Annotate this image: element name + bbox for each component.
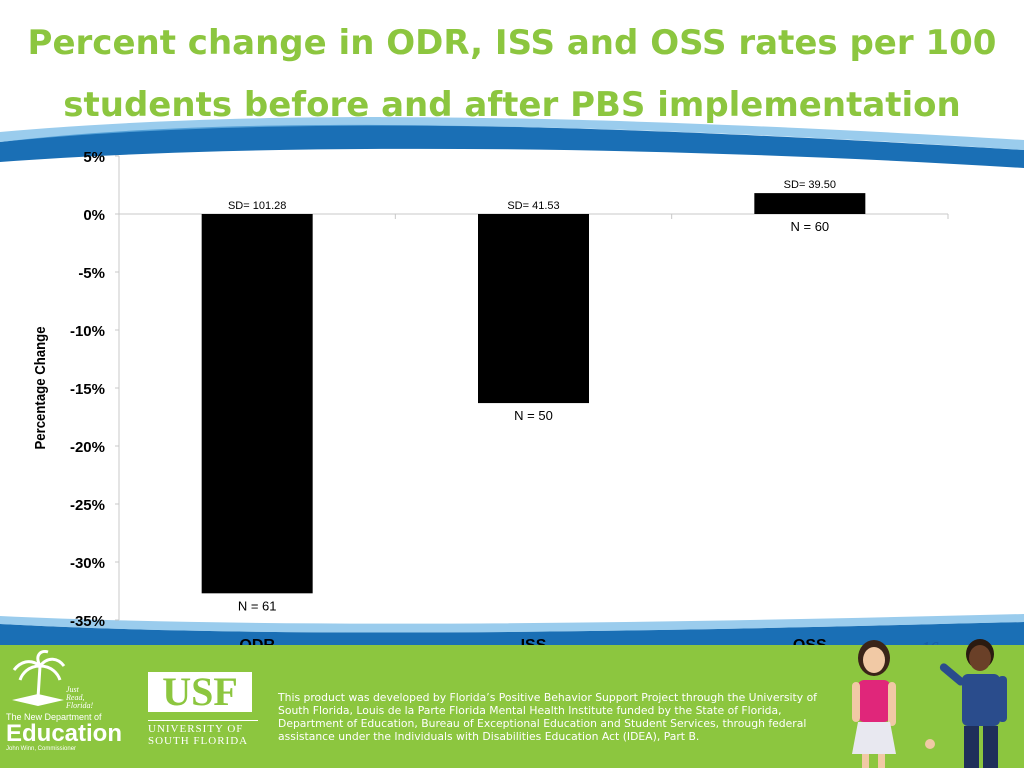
credit-line: Department of Education, Bureau of Excep… [278, 717, 807, 730]
y-tick-label: -15% [70, 381, 105, 398]
y-tick-label: 0% [83, 207, 105, 224]
y-tick-label: -30% [70, 555, 105, 572]
n-label: N = 60 [790, 219, 829, 234]
usf-wordmark: USF [148, 672, 252, 712]
usf-line2: SOUTH FLORIDA [148, 735, 249, 747]
credit-line: assistance under the Individuals with Di… [278, 730, 700, 743]
tagline-2: Read, [66, 693, 85, 702]
children-image [852, 639, 1007, 768]
usf-logo: USF UNIVERSITY OF SOUTH FLORIDA [148, 672, 258, 754]
credit-line: This product was developed by Florida’s … [278, 691, 817, 704]
title-line-2: students before and after PBS implementa… [63, 85, 961, 125]
n-label: N = 61 [238, 598, 277, 613]
title-line-1: Percent change in ODR, ISS and OSS rates… [27, 23, 997, 63]
bar-iss [478, 214, 589, 404]
tagline-1: Just [66, 685, 79, 694]
y-tick-label: -35% [70, 613, 105, 630]
doe-tagline: Just Read, Florida! [66, 686, 93, 710]
doe-line3: John Winn, Commissioner [6, 746, 77, 752]
bar-odr [201, 214, 313, 594]
credit-text: This product was developed by Florida’s … [278, 691, 838, 743]
sd-label: SD= 39.50 [784, 179, 836, 191]
y-tick-label: -5% [78, 265, 105, 282]
y-tick-label: -25% [70, 497, 105, 514]
doe-logo: Just Read, Florida! The New Department o… [4, 648, 134, 758]
doe-line1: The New Department of [6, 712, 102, 722]
credit-line: South Florida, Louis de la Parte Florida… [278, 704, 782, 717]
sd-label: SD= 41.53 [507, 200, 559, 212]
y-tick-label: -10% [70, 323, 105, 340]
bar-oss [754, 193, 866, 214]
y-tick-label: 5% [83, 149, 105, 166]
tagline-3: Florida! [66, 701, 94, 710]
y-tick-label: -20% [70, 439, 105, 456]
y-axis-title: Percentage Change [31, 326, 48, 449]
slide-title: Percent change in ODR, ISS and OSS rates… [0, 12, 1024, 136]
doe-line2: Education [6, 720, 123, 747]
sd-label: SD= 101.28 [228, 200, 286, 212]
usf-line1: UNIVERSITY OF [148, 723, 244, 735]
n-label: N = 50 [514, 408, 553, 423]
